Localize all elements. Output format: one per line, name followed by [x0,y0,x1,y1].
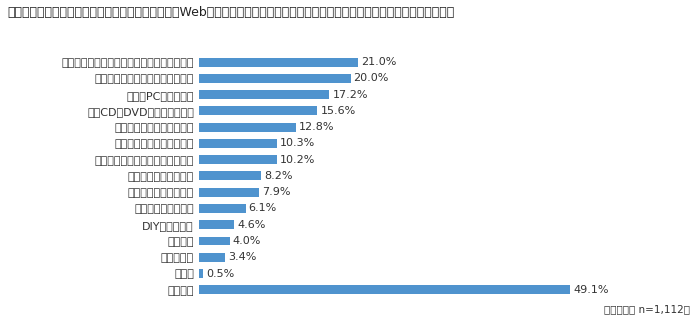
Bar [199,220,234,229]
Text: 15.6%: 15.6% [321,106,356,116]
Text: 7.9%: 7.9% [262,187,290,197]
Bar [199,123,296,132]
Text: 6.1%: 6.1% [248,204,276,213]
Bar [199,269,203,278]
Bar [199,253,225,262]
Bar [199,155,276,164]
Text: 8.2%: 8.2% [265,171,293,181]
Bar [199,74,351,83]
Text: 20.0%: 20.0% [354,73,389,83]
Bar [199,171,261,180]
Text: 0.5%: 0.5% [206,268,235,279]
Bar [199,204,246,213]
Text: 4.0%: 4.0% [232,236,261,246]
Text: 次のうち、コロナ禍において、新たにオンライン（Webサイト・スマホアプリなど）で購入するようになったものはありますか？: 次のうち、コロナ禍において、新たにオンライン（Webサイト・スマホアプリなど）で… [7,6,454,19]
Text: 10.3%: 10.3% [280,139,316,148]
Bar [199,139,277,148]
Text: 12.8%: 12.8% [299,122,335,132]
Text: 3.4%: 3.4% [228,252,257,262]
Bar [199,285,570,294]
Text: 21.0%: 21.0% [361,57,396,67]
Bar [199,188,259,197]
Text: 4.6%: 4.6% [237,220,265,230]
Text: 49.1%: 49.1% [573,285,609,295]
Text: 17.2%: 17.2% [332,90,368,100]
Bar [199,90,330,99]
Text: （複数選択 n=1,112）: （複数選択 n=1,112） [603,304,690,314]
Bar [199,58,358,67]
Bar [199,107,317,115]
Text: 10.2%: 10.2% [279,155,315,165]
Bar [199,236,230,245]
